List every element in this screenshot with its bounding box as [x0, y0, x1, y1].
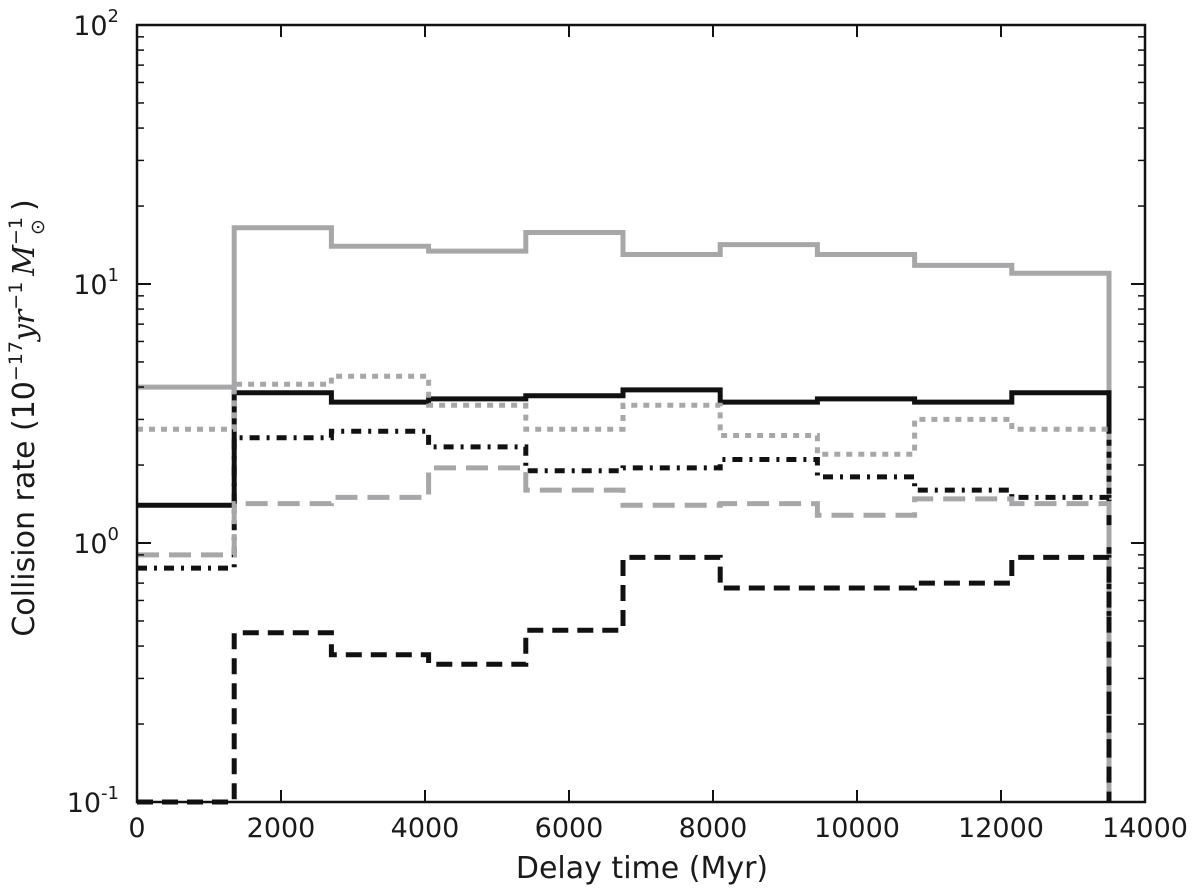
- x-tick-label: 8000: [679, 813, 748, 844]
- x-tick-label: 6000: [535, 813, 604, 844]
- y-tick-label: 10-1: [67, 783, 119, 819]
- y-axis-unit-exp: −17: [5, 341, 27, 381]
- y-axis-unit-yr-exp: −1: [5, 282, 27, 310]
- y-axis-label-prefix: Collision rate (: [7, 419, 42, 636]
- series-layer: [137, 225, 1112, 805]
- x-tick-label: 10000: [814, 813, 900, 844]
- series-line-dashed-gray: [137, 465, 1112, 802]
- series-line-dashed-black: [137, 554, 1112, 805]
- x-tick-label: 4000: [391, 813, 460, 844]
- x-tick-label: 12000: [958, 813, 1044, 844]
- series-line-dashdot-black: [137, 428, 1112, 802]
- y-axis-unit-m-sub: ⊙: [27, 219, 49, 235]
- y-tick-label: 102: [73, 6, 119, 42]
- y-axis-label-suffix: ): [7, 199, 42, 211]
- x-tick-label: 2000: [247, 813, 316, 844]
- y-axis-unit-m-exp: −1: [5, 217, 27, 245]
- y-axis-unit-m: M: [7, 244, 42, 277]
- y-axis-unit-yr: yr: [7, 308, 42, 343]
- series-line-solid-gray: [137, 225, 1112, 802]
- y-tick-label: 100: [73, 524, 119, 560]
- y-tick-label: 101: [73, 265, 119, 301]
- x-tick-label: 14000: [1102, 813, 1188, 844]
- x-axis-label: Delay time (Myr): [516, 851, 768, 886]
- series-line-solid-black: [137, 387, 1112, 802]
- x-tick-label: 0: [128, 813, 145, 844]
- y-axis-label: Collision rate (10−17yr−1M−1⊙): [5, 199, 49, 636]
- y-axis-unit-base: 10: [7, 381, 42, 419]
- series-line-dotted-gray: [137, 373, 1112, 802]
- plot-frame: [135, 23, 1147, 804]
- ticks-layer: 0 2000 4000 6000 8000 10000 12000 14000 10-1 100 1…: [67, 6, 1188, 844]
